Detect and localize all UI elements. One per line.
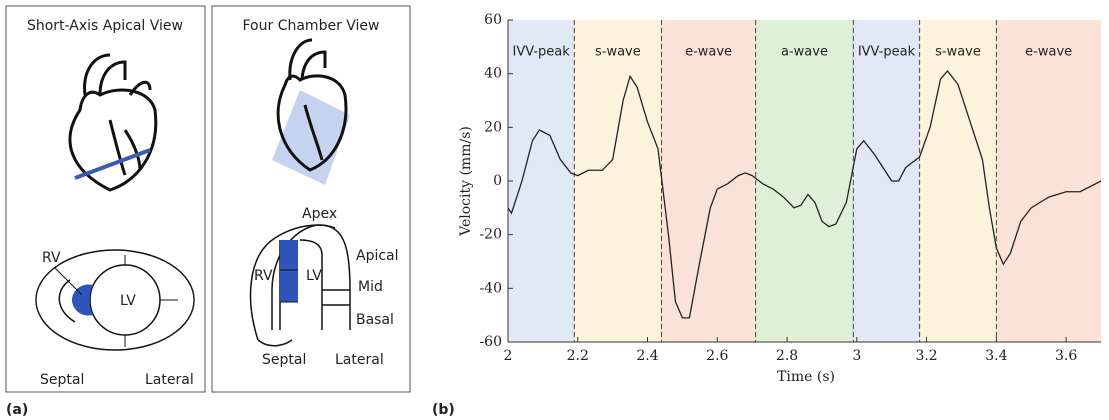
x-tick-label: 2.4	[636, 348, 658, 364]
pointer	[54, 267, 83, 296]
y-tick-label: -20	[479, 227, 502, 243]
x-tick-label: 2.6	[706, 348, 728, 364]
y-tick-label: -40	[479, 280, 502, 296]
x-tick-label: 3.6	[1055, 348, 1077, 364]
phase-label: s-wave	[935, 45, 981, 60]
x-tick-label: 3.4	[985, 348, 1007, 364]
phase-band	[996, 20, 1101, 342]
label: Septal	[262, 352, 306, 368]
phase-label: IVV-peak	[512, 45, 570, 60]
panel-title: Four Chamber View	[243, 18, 380, 34]
label: Apical	[356, 248, 399, 264]
x-tick-label: 2.8	[776, 348, 798, 364]
label: LV	[306, 268, 322, 284]
phase-label: e-wave	[685, 45, 732, 60]
y-tick-label: -60	[479, 334, 502, 350]
phase-band	[508, 20, 575, 342]
x-tick-label: 3.2	[915, 348, 937, 364]
label: RV	[42, 250, 61, 266]
label: Mid	[358, 279, 383, 295]
label: Septal	[40, 372, 84, 388]
phase-label: s-wave	[595, 45, 641, 60]
cut-plane	[74, 148, 151, 180]
label: LV	[120, 293, 136, 309]
label: Lateral	[335, 352, 384, 368]
phase-label: a-wave	[781, 45, 828, 60]
label: Basal	[356, 312, 394, 328]
phase-label: e-wave	[1025, 45, 1072, 60]
phase-band	[919, 20, 997, 342]
four-chamber-diagram	[249, 224, 351, 347]
panel-title: Short-Axis Apical View	[27, 18, 183, 34]
heart-icon	[68, 53, 158, 192]
phase-band	[661, 20, 756, 342]
panel-label: (a)	[6, 402, 28, 418]
panel-label: (b)	[432, 402, 455, 418]
short-axis-diagram	[35, 249, 195, 351]
panel-box	[5, 5, 206, 393]
x-tick-label: 2.2	[567, 348, 589, 364]
heart-icon	[276, 38, 348, 172]
panel-box	[211, 5, 411, 393]
phase-band	[853, 20, 920, 342]
y-tick-label: 0	[493, 173, 502, 189]
x-tick-label: 2	[504, 348, 513, 364]
phase-label: IVV-peak	[858, 45, 916, 60]
velocity-line	[507, 69, 1102, 319]
y-tick-label: 20	[484, 119, 502, 135]
phase-band	[755, 20, 854, 342]
y-tick-label: 60	[484, 12, 502, 28]
x-tick-label: 3	[852, 348, 861, 364]
cut-plane	[272, 90, 350, 185]
septal-segment	[280, 240, 298, 302]
label: Lateral	[145, 372, 194, 388]
chart: IVV-peak s-wave e-wave a-wave IVV-peak s-wave…	[479, 12, 1102, 364]
phase-band	[574, 20, 662, 342]
label: RV	[254, 268, 273, 284]
label: Apex	[302, 206, 337, 222]
x-axis-label: Time (s)	[777, 369, 835, 385]
y-axis-label: Velocity (mm/s)	[458, 126, 474, 237]
y-tick-label: 40	[484, 66, 502, 82]
